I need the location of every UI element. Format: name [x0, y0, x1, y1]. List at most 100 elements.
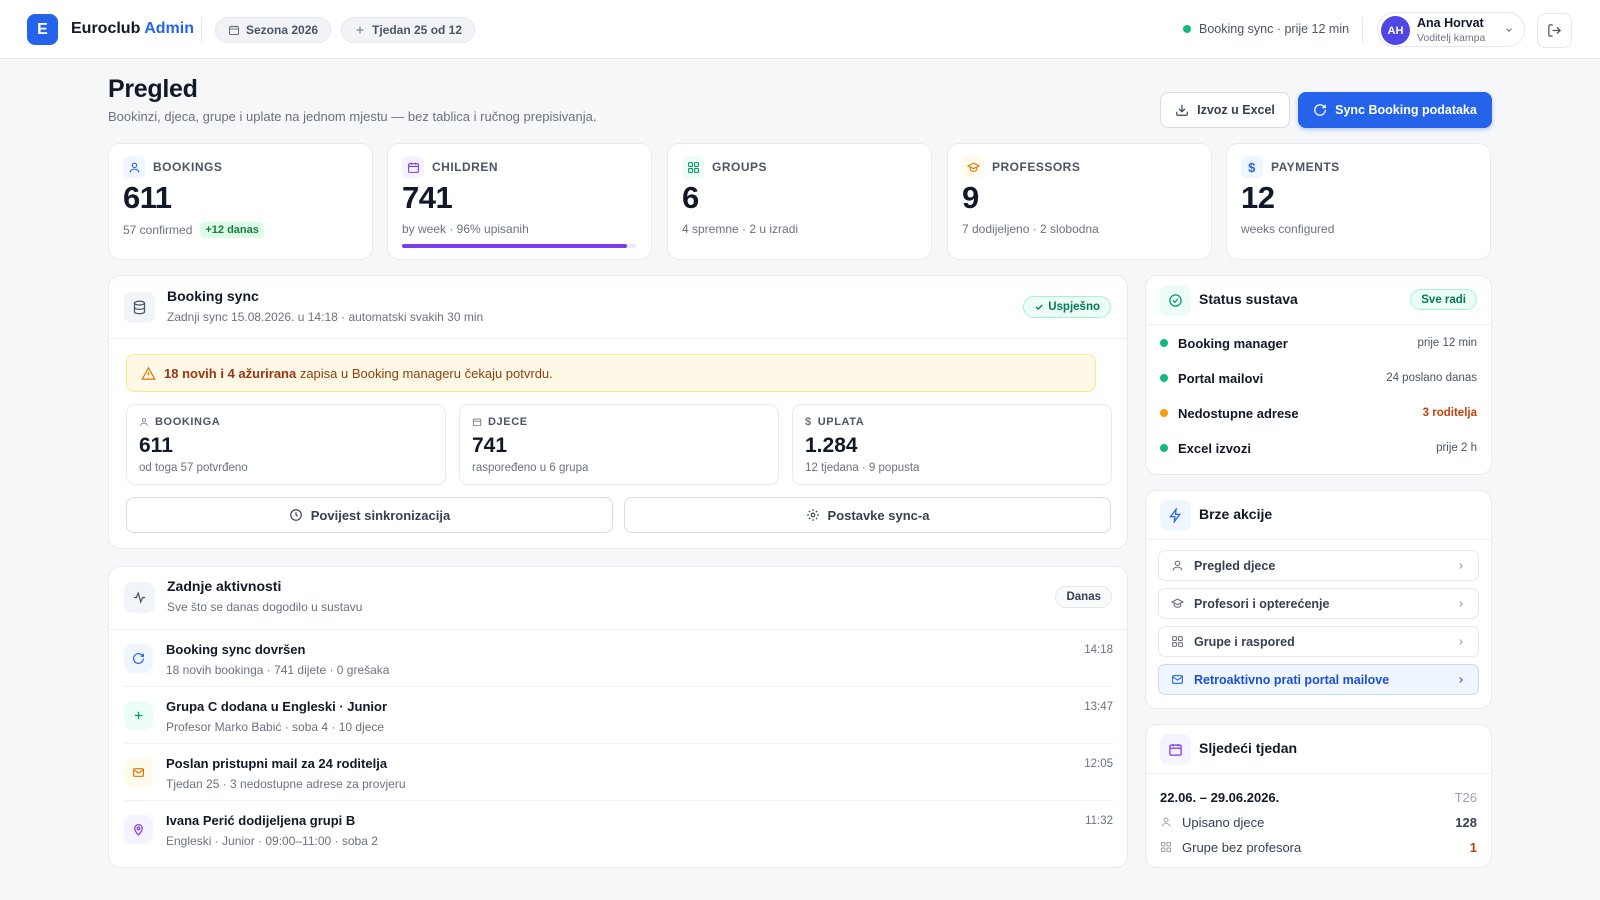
stat-sub: 57 confirmed +12 danas: [123, 222, 264, 238]
logout-icon: [1547, 23, 1562, 38]
refresh-icon: [124, 644, 153, 673]
children-stat-card[interactable]: CHILDREN 741 by week · 96% upisanih: [387, 143, 652, 260]
quick-action-portal-mails[interactable]: Retroaktivno prati portal mailove: [1158, 664, 1479, 695]
quick-action-children[interactable]: Pregled djece: [1158, 550, 1479, 581]
user-icon: [1171, 559, 1184, 572]
export-label: Izvoz u Excel: [1197, 103, 1275, 117]
badge-text: Sve radi: [1421, 293, 1466, 306]
quick-action-label: Grupe i raspored: [1194, 634, 1295, 649]
page-title: Pregled: [108, 75, 198, 103]
stat-value: 741: [402, 180, 453, 215]
activity-icon: [124, 582, 155, 613]
groups-without-professor-row: Grupe bez profesora 1: [1160, 837, 1477, 857]
refresh-icon: [1313, 103, 1327, 117]
divider: [201, 17, 202, 42]
status-text: Uspješno: [1048, 301, 1100, 313]
logo[interactable]: E: [27, 14, 58, 45]
stat-sub: by week · 96% upisanih: [402, 222, 529, 236]
status-value: 3 roditelja: [1422, 407, 1477, 419]
activity-item[interactable]: Poslan pristupni mail za 24 roditelja Tj…: [109, 744, 1128, 801]
plus-icon: [124, 701, 153, 730]
dollar-icon: $: [805, 416, 812, 428]
recent-activity-card: Zadnje aktivnosti Sve što se danas dogod…: [108, 566, 1128, 868]
mail-icon: [124, 758, 153, 787]
stat-label: PROFESSORS: [992, 160, 1081, 174]
quick-action-label: Pregled djece: [1194, 558, 1276, 573]
status-dot: [1160, 374, 1168, 382]
chevron-down-icon: [1504, 25, 1514, 35]
download-icon: [1175, 103, 1189, 117]
status-row: Booking manager prije 12 min: [1160, 333, 1477, 353]
status-value: 24 poslano danas: [1386, 372, 1477, 384]
user-menu[interactable]: AH Ana Horvat Voditelj kampa: [1377, 12, 1525, 47]
stat-sub-text: by week · 96% upisanih: [402, 222, 529, 236]
professors-stat-card[interactable]: PROFESSORS 9 7 dodijeljeno · 2 slobodna: [947, 143, 1212, 260]
next-week-card: Sljedeći tjedan 22.06. – 29.06.2026. T26…: [1145, 724, 1492, 868]
alert-rest: zapisa u Booking manageru čekaju potvrdu…: [296, 365, 553, 381]
mini-sub: od toga 57 potvrđeno: [139, 462, 248, 474]
quick-action-groups[interactable]: Grupe i raspored: [1158, 626, 1479, 657]
week-dates: 22.06. – 29.06.2026.: [1160, 789, 1280, 805]
user-icon: [123, 156, 145, 178]
week-selector[interactable]: Tjedan 25 od 12: [341, 17, 476, 43]
new-today-badge: +12 danas: [200, 222, 264, 238]
mini-value: 1.284: [805, 434, 858, 457]
mini-label-text: DJECE: [488, 416, 528, 428]
payments-stat-card[interactable]: $ PAYMENTS 12 weeks configured: [1226, 143, 1491, 260]
divider: [109, 629, 1127, 630]
stat-header: CHILDREN: [402, 156, 498, 178]
activity-title: Poslan pristupni mail za 24 roditelja: [166, 756, 388, 771]
graduation-cap-icon: [1171, 597, 1184, 610]
season-selector[interactable]: Sezona 2026: [215, 17, 332, 43]
pending-records-alert: 18 novih i 4 ažurirana zapisa u Booking …: [126, 354, 1096, 392]
stat-value: 6: [682, 180, 699, 215]
export-excel-button[interactable]: Izvoz u Excel: [1160, 92, 1290, 128]
logout-button[interactable]: [1537, 13, 1572, 48]
user-icon: [139, 417, 149, 427]
activity-item[interactable]: Ivana Perić dodijeljena grupi B Engleski…: [109, 801, 1128, 858]
status-row: Nedostupne adrese 3 roditelja: [1160, 403, 1477, 423]
activity-title: Ivana Perić dodijeljena grupi B: [166, 813, 356, 828]
database-icon: [124, 292, 155, 323]
enrolled-row: Upisano djece 128: [1160, 812, 1477, 832]
quick-action-professors[interactable]: Profesori i opterećenje: [1158, 588, 1479, 619]
activity-desc: 18 novih bookinga · 741 dijete · 0 greša…: [166, 663, 390, 677]
no-professor-value: 1: [1469, 839, 1477, 855]
section-title: Sljedeći tjedan: [1199, 740, 1298, 756]
status-value: prije 12 min: [1417, 337, 1477, 349]
activity-time: 14:18: [1084, 644, 1113, 656]
alert-highlight: 18 novih i 4 ažurirana: [164, 365, 297, 381]
week-label: Tjedan 25 od 12: [372, 23, 463, 37]
chevron-right-icon: [1456, 561, 1466, 571]
dollar-icon: $: [1241, 156, 1263, 178]
mini-label: $ UPLATA: [805, 416, 864, 428]
sync-booking-button[interactable]: Sync Booking podataka: [1298, 92, 1492, 128]
stat-sub-text: weeks configured: [1241, 222, 1335, 236]
divider: [1146, 324, 1491, 325]
bookings-stat-card[interactable]: BOOKINGS 611 57 confirmed +12 danas: [108, 143, 373, 260]
stat-value: 12: [1241, 180, 1275, 215]
sync-settings-button[interactable]: Postavke sync-a: [624, 497, 1111, 533]
status-dot: [1160, 444, 1168, 452]
activity-item[interactable]: Grupa C dodana u Engleski · Junior Profe…: [109, 687, 1128, 744]
status-label: Nedostupne adrese: [1178, 405, 1299, 421]
sync-history-button[interactable]: Povijest sinkronizacija: [126, 497, 613, 533]
grid-icon: [1160, 841, 1172, 853]
bookings-mini-card: BOOKINGA 611 od toga 57 potvrđeno: [126, 404, 446, 485]
activity-item[interactable]: Booking sync dovršen 18 novih bookinga ·…: [109, 630, 1128, 687]
progress-fill: [402, 244, 627, 248]
section-subtitle: Zadnji sync 15.08.2026. u 14:18 · automa…: [167, 310, 484, 324]
activity-desc: Engleski · Junior · 09:00–11:00 · soba 2: [166, 834, 378, 848]
week-code: T26: [1454, 789, 1477, 805]
stat-sub: 4 spremne · 2 u izradi: [682, 222, 798, 236]
divider: [1362, 17, 1363, 42]
today-badge: Danas: [1055, 586, 1112, 608]
calendar-icon: [1160, 734, 1191, 765]
groups-stat-card[interactable]: GROUPS 6 4 spremne · 2 u izradi: [667, 143, 932, 260]
booking-sync-card: Booking sync Zadnji sync 15.08.2026. u 1…: [108, 275, 1128, 549]
user-name: Ana Horvat: [1417, 16, 1484, 30]
mini-label: DJECE: [472, 416, 528, 428]
activity-desc: Tjedan 25 · 3 nedostupne adrese za provj…: [166, 777, 406, 791]
user-icon: [1160, 816, 1172, 828]
plus-icon: [354, 24, 366, 36]
